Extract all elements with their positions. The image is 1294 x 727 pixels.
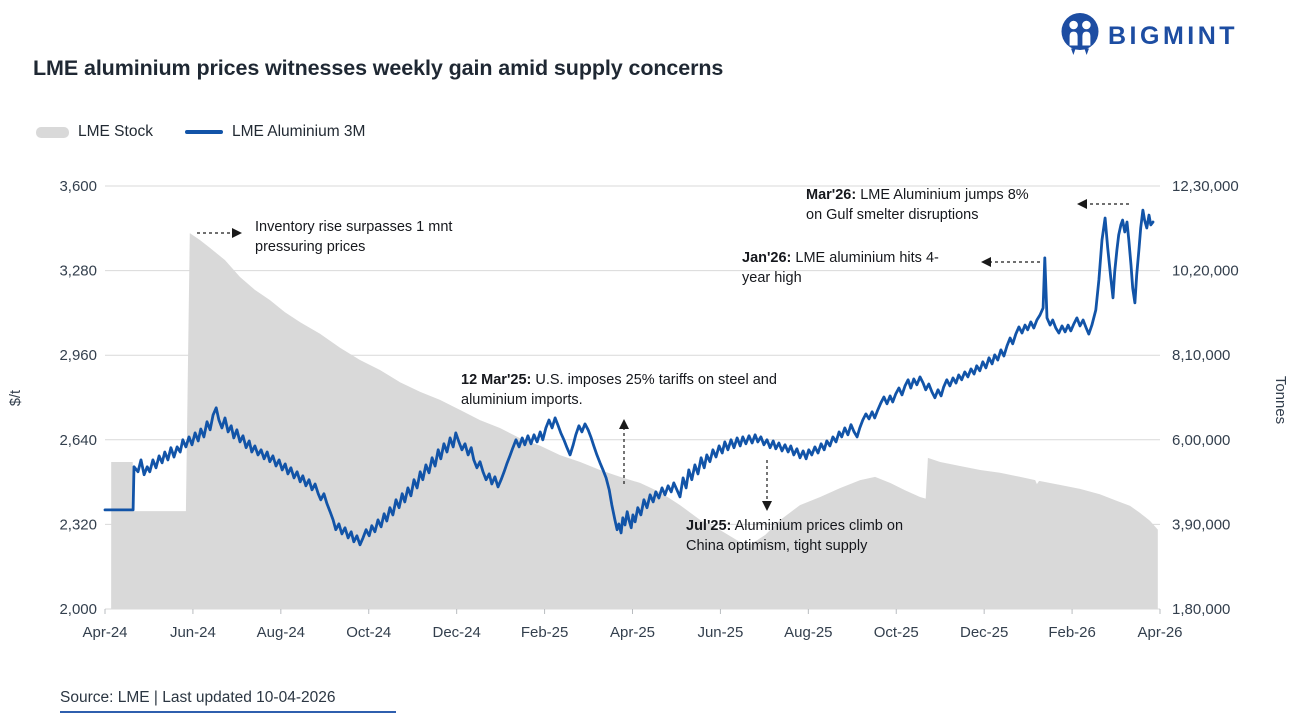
y-left-axis-title: $/t (8, 390, 24, 406)
source-note: Source: LME | Last updated 10-04-2026 (60, 689, 336, 706)
lme-stock-area (111, 233, 1158, 609)
y-left-tick-label: 2,640 (59, 432, 97, 449)
bigmint-logo-icon (1060, 12, 1100, 61)
legend-line-swatch (184, 130, 223, 134)
annotation-arrow-head (1077, 199, 1087, 209)
x-tick-label: Jun-24 (170, 624, 216, 641)
legend-label-stock: LME Stock (78, 123, 153, 140)
y-right-tick-label: 12,30,000 (1172, 178, 1239, 195)
chart-legend: LME Stock LME Aluminium 3M (36, 123, 365, 141)
annotation-arrow-head (762, 501, 772, 511)
lme-aluminium-line (103, 208, 1155, 547)
y-right-tick-label: 8,10,000 (1172, 347, 1230, 364)
y-right-tick-label: 6,00,000 (1172, 432, 1230, 449)
annotation-high-jan26: Jan'26: LME aluminium hits 4-year high (742, 250, 939, 286)
source-underline (60, 711, 396, 713)
x-tick-label: Apr-26 (1137, 624, 1182, 641)
x-tick-label: Dec-25 (960, 624, 1008, 641)
y-right-tick-label: 1,80,000 (1172, 601, 1230, 618)
page-title: LME aluminium prices witnesses weekly ga… (33, 56, 724, 80)
y-left-tick-label: 2,000 (59, 601, 97, 618)
annotation-arrow-head (981, 257, 991, 267)
y-right-tick-label: 3,90,000 (1172, 516, 1230, 533)
y-left-tick-label: 3,600 (59, 178, 97, 195)
x-tick-label: Oct-24 (346, 624, 391, 641)
x-tick-label: Dec-24 (432, 624, 480, 641)
x-tick-label: Oct-25 (874, 624, 919, 641)
x-tick-label: Aug-25 (784, 624, 832, 641)
annotation-inventory-peak: Inventory rise surpasses 1 mnt pressurin… (255, 219, 453, 255)
x-tick-label: Feb-26 (1048, 624, 1096, 641)
x-tick-label: Apr-25 (610, 624, 655, 641)
annotation-arrow-head (232, 228, 242, 238)
legend-label-aluminium: LME Aluminium 3M (231, 123, 366, 140)
annotation-gulf-mar26: Mar'26: LME Aluminium jumps 8% on Gulf s… (806, 187, 1029, 223)
y-right-axis-title: Tonnes (1272, 376, 1289, 424)
x-tick-label: Jun-25 (697, 624, 743, 641)
legend-area-swatch (36, 126, 69, 138)
y-right-tick-label: 10,20,000 (1172, 263, 1239, 280)
x-tick-label: Aug-24 (257, 624, 305, 641)
annotation-china-jul25: Jul'25: Aluminium prices climb on China … (686, 518, 904, 554)
x-tick-label: Apr-24 (82, 624, 127, 641)
bigmint-logo: BIGMINT (1060, 12, 1238, 61)
bigmint-wordmark: BIGMINT (1108, 22, 1239, 50)
y-left-tick-label: 2,960 (59, 347, 97, 364)
y-left-tick-label: 2,320 (59, 516, 97, 533)
annotation-arrow-head (619, 419, 629, 429)
x-tick-label: Feb-25 (521, 624, 569, 641)
annotation-tariffs-mar25: 12 Mar'25: U.S. imposes 25% tariffs on s… (461, 372, 777, 408)
y-left-tick-label: 3,280 (59, 263, 97, 280)
